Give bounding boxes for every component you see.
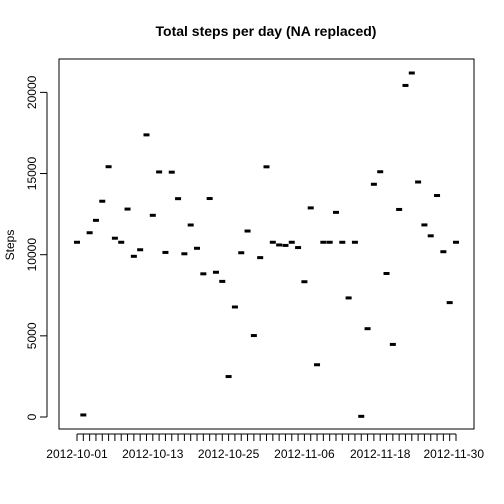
y-tick-label: 20000 (25, 75, 39, 109)
x-tick-label: 2012-11-30 (424, 447, 485, 461)
x-axis: 2012-10-01 2012-10-13 2012-10-25 2012-11-06… (46, 433, 485, 461)
plot-frame (58, 58, 475, 430)
y-axis: 0 5000 10000 15000 20000 (25, 75, 48, 420)
x-tick-label: 2012-11-06 (274, 447, 335, 461)
x-tick-label: 2012-10-01 (46, 447, 108, 461)
x-tick-label: 2012-11-18 (350, 447, 411, 461)
y-axis-label: Steps (3, 230, 17, 261)
chart-title: Total steps per day (NA replaced) (156, 23, 377, 39)
data-points (74, 71, 459, 418)
y-tick-label: 10000 (25, 238, 39, 272)
x-tick-label: 2012-10-25 (198, 447, 260, 461)
y-tick-label: 5000 (25, 322, 39, 349)
x-tick-label: 2012-10-13 (122, 447, 184, 461)
y-tick-label: 0 (25, 413, 39, 420)
y-tick-label: 15000 (25, 157, 39, 191)
